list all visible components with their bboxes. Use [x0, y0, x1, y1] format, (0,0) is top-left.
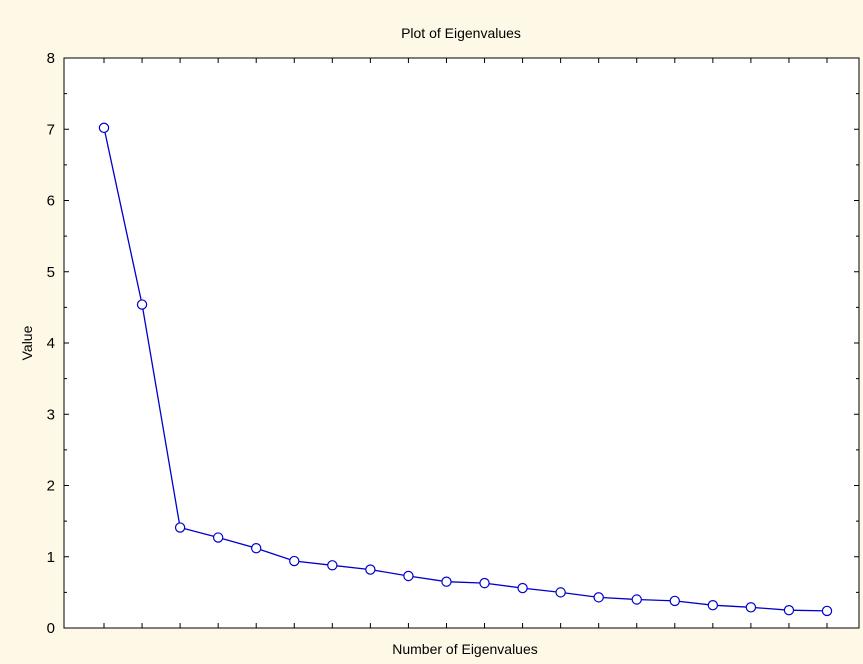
data-point [174, 522, 186, 533]
data-point [441, 576, 452, 587]
chart-title: Plot of Eigenvalues [401, 25, 521, 41]
data-point [98, 122, 110, 134]
data-point [251, 543, 262, 554]
y-tick-label: 2 [47, 478, 55, 495]
y-tick-label: 1 [47, 549, 55, 566]
axis-ticks: 0 1 2 3 4 5 6 7 8 [47, 50, 859, 637]
data-point [783, 604, 795, 616]
y-tick-label: 7 [47, 121, 55, 138]
series-layer [98, 122, 833, 617]
y-tick-label: 6 [47, 193, 55, 210]
data-point [745, 602, 757, 613]
series-line [103, 127, 828, 612]
y-tick-label: 3 [47, 406, 55, 423]
data-point [212, 532, 224, 543]
y-axis-label: Value [19, 325, 35, 360]
data-point [403, 570, 414, 582]
data-point [631, 594, 642, 605]
data-point [479, 577, 490, 589]
data-point [593, 592, 604, 603]
data-point [821, 605, 833, 617]
data-point [365, 564, 376, 575]
y-tick-label: 8 [47, 50, 55, 67]
data-point [669, 595, 680, 607]
data-point [707, 600, 719, 611]
y-tick-label: 5 [47, 264, 55, 281]
data-point [136, 299, 148, 310]
plot-area [63, 57, 860, 629]
data-point [555, 587, 566, 598]
data-point [289, 555, 300, 567]
data-point [327, 560, 338, 571]
y-tick-label: 0 [47, 620, 55, 637]
data-point [517, 582, 528, 594]
y-tick-label: 4 [47, 335, 55, 352]
x-axis-label: Number of Eigenvalues [392, 641, 538, 657]
